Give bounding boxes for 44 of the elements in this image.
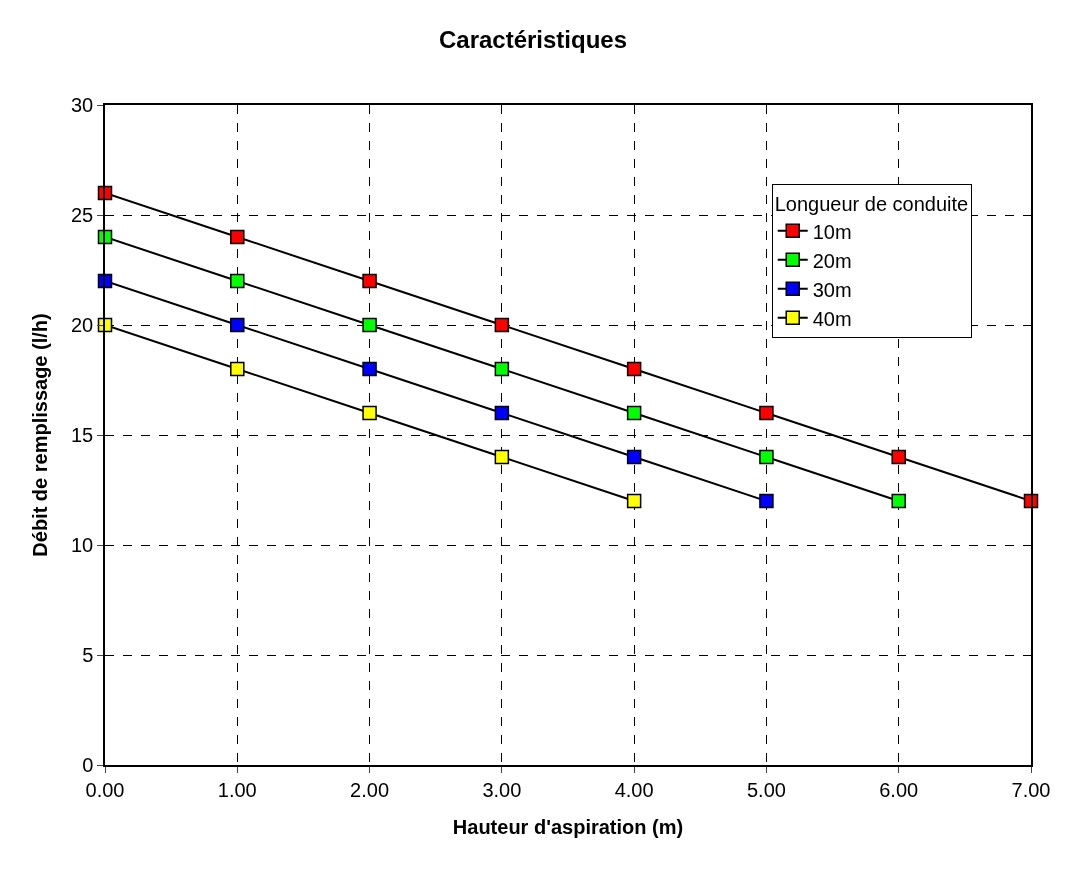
point	[759, 449, 774, 465]
point	[759, 405, 774, 421]
point	[362, 405, 377, 421]
legend-label: 10m	[812, 220, 852, 243]
x-tick-label: 6.00	[879, 778, 919, 801]
point	[362, 361, 377, 377]
y-tick-label: 25	[71, 204, 94, 226]
x-tick-label: 4.00	[614, 778, 654, 801]
point	[230, 317, 245, 333]
x-tick-label: 0.00	[85, 778, 125, 801]
legend-label: 20m	[812, 249, 852, 272]
point	[891, 493, 906, 509]
y-tick-label: 10	[71, 534, 94, 556]
point	[626, 361, 642, 377]
chart-title: Caractéristiques	[438, 25, 628, 53]
point	[626, 449, 642, 465]
point	[494, 361, 510, 377]
point	[759, 493, 774, 509]
x-axis-title: Hauteur d'aspiration (m)	[452, 815, 684, 838]
legend-title: Longueur de conduite	[774, 193, 969, 216]
y-tick-label: 15	[71, 424, 94, 446]
x-tick-label: 3.00	[482, 778, 522, 801]
point	[494, 317, 510, 333]
y-axis-title: Débit de remplissage (l/h)	[29, 313, 51, 557]
point	[362, 273, 377, 289]
x-tick-label: 5.00	[746, 778, 786, 801]
point	[494, 449, 510, 465]
point	[626, 493, 642, 509]
y-tick-label: 20	[71, 314, 94, 336]
x-tick-label: 1.00	[217, 778, 257, 801]
point	[891, 449, 906, 465]
x-tick-label: 2.00	[350, 778, 390, 801]
legend-label: 30m	[812, 278, 852, 301]
point	[494, 405, 510, 421]
y-tick-label: 0	[82, 754, 94, 776]
point	[626, 405, 642, 421]
point	[230, 273, 245, 289]
point	[230, 229, 245, 245]
y-tick-label: 30	[71, 94, 94, 116]
legend-label: 40m	[812, 307, 852, 330]
point	[230, 361, 245, 377]
point	[362, 317, 377, 333]
x-tick-label: 7.00	[1011, 778, 1051, 801]
y-tick-label: 5	[82, 644, 94, 666]
